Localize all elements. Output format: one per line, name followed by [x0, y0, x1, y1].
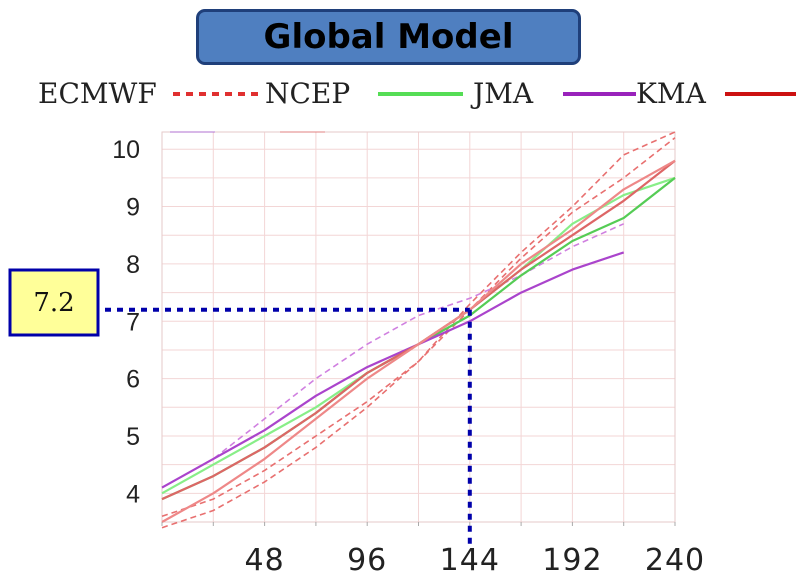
x-tick-label: 48	[245, 543, 285, 578]
y-tick-label: 7	[126, 308, 140, 336]
x-tick-label: 144	[440, 543, 500, 578]
annotation: 7.2	[8, 268, 472, 545]
chart-title: Global Model	[196, 9, 581, 65]
y-tick-label: 9	[126, 194, 140, 222]
legend-label: ECMWF	[38, 77, 157, 110]
series-layer	[161, 131, 676, 529]
y-tick-label: 10	[112, 136, 140, 164]
x-tick-label: 96	[347, 543, 387, 578]
series-line-kma	[161, 159, 676, 523]
x-tick-label: 192	[542, 543, 602, 578]
x-tick-label: 240	[645, 543, 705, 578]
legend-label: NCEP	[265, 77, 350, 110]
series-line-jma	[161, 251, 625, 489]
legend-label: JMA	[470, 77, 534, 110]
series-line-ecmwf	[161, 223, 625, 489]
y-tick-label: 4	[126, 480, 140, 508]
legend-label: KMA	[636, 77, 707, 110]
axes: 4 5 6 7 8 9 10 48 96 144 192 240	[112, 136, 705, 578]
y-tick-label: 8	[126, 251, 140, 279]
series-line-ecmwf	[161, 131, 676, 529]
legend: ECMWF NCEP JMA KMA	[38, 77, 796, 110]
y-tick-label: 6	[126, 366, 140, 394]
value-callout-text: 7.2	[33, 288, 74, 318]
series-line-ecmwf	[161, 137, 676, 518]
y-tick-label: 5	[126, 423, 140, 451]
grid	[161, 131, 676, 523]
value-callout-box	[8, 268, 100, 337]
